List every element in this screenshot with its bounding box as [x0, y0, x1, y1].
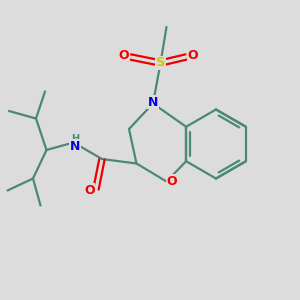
Text: H: H	[71, 134, 79, 144]
Text: N: N	[148, 95, 158, 109]
Text: O: O	[167, 175, 177, 188]
Text: O: O	[118, 49, 129, 62]
Text: N: N	[70, 140, 80, 153]
Text: O: O	[187, 49, 198, 62]
Text: S: S	[156, 56, 165, 70]
Text: O: O	[84, 184, 95, 197]
